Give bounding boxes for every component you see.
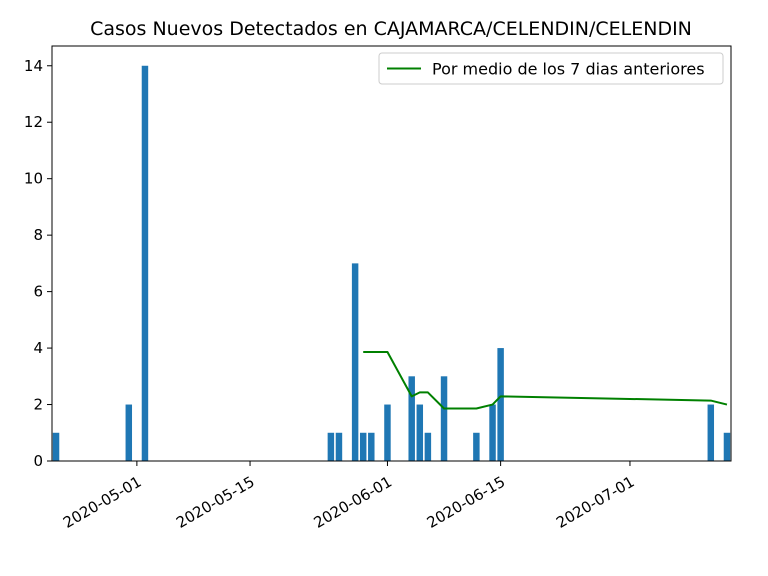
bar-2020-07-11 — [707, 404, 715, 461]
y-tick-label: 10 — [24, 170, 43, 188]
bar-2020-05-02 — [141, 65, 149, 461]
legend: Por medio de los 7 dias anteriores — [378, 52, 724, 85]
bar-2020-06-15 — [497, 348, 504, 461]
y-tick-label: 4 — [33, 339, 43, 357]
bar-2020-06-14 — [489, 404, 496, 461]
legend-box — [378, 52, 724, 85]
bar-2020-05-28 — [351, 263, 359, 461]
series-line-0 — [363, 351, 728, 410]
bar-2020-06-01 — [384, 404, 391, 461]
x-tick-label: 2020-05-15 — [173, 473, 258, 532]
axes-frame — [51, 45, 732, 462]
bar-2020-04-21 — [52, 432, 60, 461]
bar-2020-05-29 — [359, 432, 367, 461]
bars — [52, 65, 731, 461]
series-lines — [363, 351, 728, 410]
bar-2020-06-05 — [416, 404, 424, 461]
x-tick-label: 2020-06-15 — [424, 473, 509, 532]
bar-2020-06-06 — [424, 432, 432, 461]
x-tick-label: 2020-05-01 — [60, 473, 145, 532]
y-tick-label: 8 — [33, 226, 43, 244]
chart-title: Casos Nuevos Detectados en CAJAMARCA/CEL… — [90, 18, 692, 40]
bar-2020-04-30 — [125, 404, 133, 461]
y-tick-label: 12 — [24, 113, 43, 131]
bar-2020-06-08 — [440, 376, 448, 461]
x-tick-label: 2020-07-01 — [553, 473, 638, 532]
legend-label: Por medio de los 7 dias anteriores — [432, 60, 705, 79]
bar-2020-05-26 — [335, 432, 343, 461]
y-tick-label: 2 — [33, 396, 43, 414]
bar-2020-06-04 — [408, 376, 415, 461]
bar-2020-06-12 — [473, 432, 480, 461]
y-tick-label: 14 — [24, 57, 43, 75]
bar-2020-05-30 — [368, 432, 375, 461]
bar-2020-05-25 — [327, 432, 335, 461]
bar-2020-07-13 — [723, 432, 731, 461]
y-tick-label: 6 — [33, 283, 43, 301]
y-tick-label: 0 — [33, 452, 43, 470]
x-tick-label: 2020-06-01 — [311, 473, 396, 532]
